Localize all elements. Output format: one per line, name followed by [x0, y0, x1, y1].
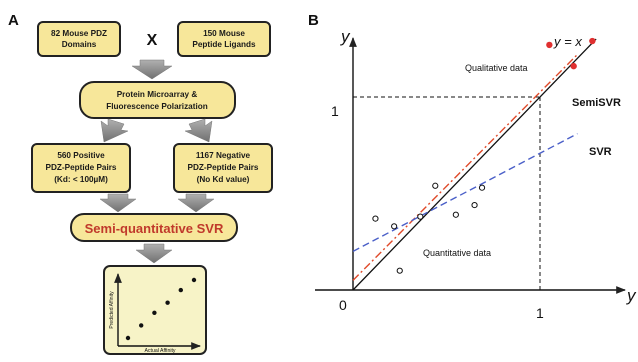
- y-axis-label: y: [340, 27, 351, 46]
- arrow-down-3: [135, 243, 173, 264]
- arrow-down-1: [131, 59, 173, 80]
- mini-affinity-plot: Predicted Affinity Actual Affinity: [103, 265, 207, 355]
- quantitative-point-2: [391, 223, 398, 230]
- tick-y-1: 1: [331, 103, 339, 119]
- quantitative-point-6: [452, 211, 459, 218]
- quantitative-point-7: [471, 201, 478, 209]
- box-mouse-pdz-domains: 82 Mouse PDZ Domains: [37, 21, 121, 57]
- qualitative-label: Qualitative data: [465, 63, 528, 73]
- tick-x-1: 1: [536, 305, 544, 321]
- svr-line: [352, 133, 578, 253]
- quantitative-point-3: [396, 267, 403, 274]
- quantitative-point-1: [372, 215, 379, 222]
- mini-point-3: [152, 310, 157, 315]
- mini-xlabel: Actual Affinity: [144, 348, 175, 354]
- mini-point-6: [191, 277, 197, 283]
- arrow-down-right: [177, 193, 215, 213]
- qualitative-point-1: [546, 41, 553, 49]
- quantitative-point-5: [432, 182, 439, 189]
- box-semi-quantitative-svr: Semi-quantitative SVR: [70, 213, 238, 242]
- box4-line3: (Kd: < 100µM): [54, 175, 108, 184]
- box3-line2: Fluorescence Polarization: [106, 102, 207, 111]
- mini-point-5: [178, 287, 183, 293]
- times-symbol: X: [147, 32, 158, 49]
- x-axis-label: y: [626, 286, 637, 305]
- chart-points: [372, 37, 596, 274]
- quantitative-label: Quantitative data: [423, 248, 491, 258]
- semisvr-line: [352, 54, 578, 281]
- box2-line2: Peptide Ligands: [192, 40, 256, 49]
- box1-line1: 82 Mouse PDZ: [51, 29, 107, 38]
- svr-label: SVR: [589, 146, 612, 158]
- identity-label: y = x: [553, 34, 582, 49]
- box2-line1: 150 Mouse: [203, 29, 245, 38]
- panel-b-label: B: [308, 12, 319, 29]
- box-positive-pairs: 560 Positive PDZ-Peptide Pairs (Kd: < 10…: [31, 143, 131, 193]
- chart-b: y y 1 1 0 y = x Qualitative data Quantit…: [315, 27, 637, 321]
- box4-line1: 560 Positive: [57, 151, 105, 160]
- qualitative-point-2: [589, 37, 596, 45]
- box1-line2: Domains: [62, 40, 97, 49]
- origin-label: 0: [339, 297, 347, 313]
- quantitative-point-4: [417, 213, 424, 220]
- qualitative-point-3: [570, 62, 577, 70]
- box-negative-pairs: 1167 Negative PDZ-Peptide Pairs (No Kd v…: [173, 143, 273, 193]
- semisvr-label: SemiSVR: [572, 97, 621, 109]
- box5-line1: 1167 Negative: [196, 151, 251, 160]
- box5-line3: (No Kd value): [197, 175, 250, 184]
- mini-points: [125, 277, 197, 341]
- mini-point-2: [139, 323, 144, 328]
- box-protein-microarray: Protein Microarray & Fluorescence Polari…: [79, 81, 236, 119]
- chart-lines: [352, 38, 597, 291]
- box4-line2: PDZ-Peptide Pairs: [46, 163, 117, 172]
- arrow-diagonal-left: [100, 118, 129, 143]
- mini-point-1: [125, 335, 131, 341]
- box5-line2: PDZ-Peptide Pairs: [188, 163, 259, 172]
- arrow-down-left: [99, 193, 137, 213]
- identity-line: [352, 38, 597, 291]
- mini-ylabel: Predicted Affinity: [109, 291, 115, 329]
- mini-point-4: [165, 300, 170, 305]
- panel-a-label: A: [8, 12, 19, 29]
- arrow-diagonal-right: [184, 118, 213, 143]
- main-box-text: Semi-quantitative SVR: [85, 221, 224, 236]
- box3-line1: Protein Microarray &: [117, 90, 198, 99]
- box-mouse-peptide-ligands: 150 Mouse Peptide Ligands: [177, 21, 271, 57]
- quantitative-point-8: [478, 184, 486, 191]
